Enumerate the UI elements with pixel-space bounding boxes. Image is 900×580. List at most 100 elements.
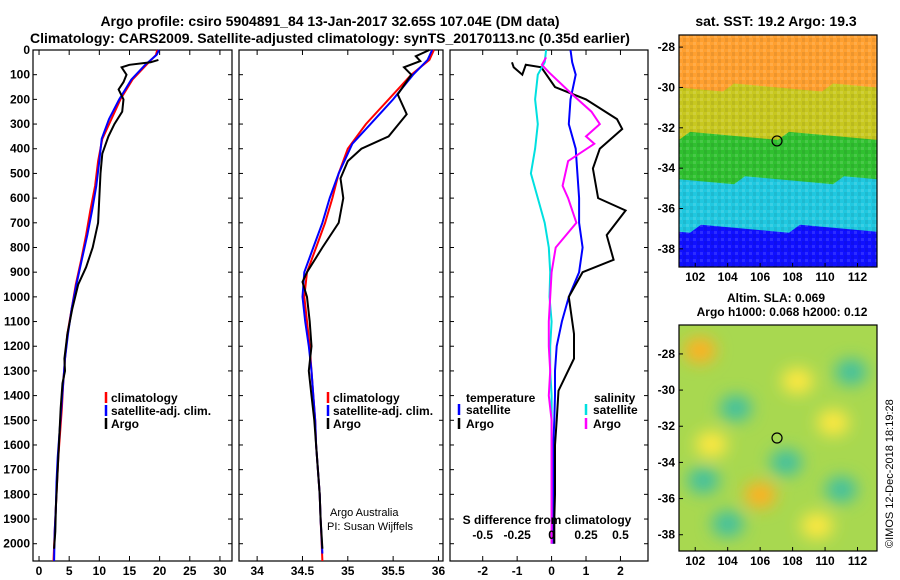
temperature-ytick-label: 200 [10, 92, 30, 106]
sla-blob [687, 467, 720, 494]
difference-legend-label: Argo [466, 417, 494, 431]
sla-map-argo-marker [771, 432, 783, 444]
sst-map-ytick-label: -34 [658, 161, 676, 175]
temperature-ytick-label: 700 [10, 216, 30, 230]
sst-map-xtick-label: 104 [718, 270, 738, 284]
sst-map-ytick-label: -30 [658, 80, 676, 94]
sla-map-xtick-label: 112 [848, 554, 868, 568]
difference-legend-header-salinity: salinity [594, 391, 636, 405]
salinity-profile-panel: 3434.53535.536salinityclimatologysatelli… [238, 49, 445, 580]
sla-map-ytick-label: -38 [658, 528, 676, 542]
sst-map-title: sat. SST: 19.2 Argo: 19.3 [695, 13, 857, 29]
temperature-profile-panel: 0 5 10 15 20 25 300100200300400500600700800900… [3, 43, 233, 580]
sla-map-ytick-label: -32 [658, 419, 676, 433]
sst-field [679, 35, 877, 267]
temperature-xtick-label: 15 [123, 564, 137, 578]
salinity-xtick-label: 34.5 [291, 564, 315, 578]
difference-profile-panel: -2-1012T difference from climatologytemp… [449, 49, 649, 580]
difference-xtick-label: -1 [512, 564, 523, 578]
sla-blob [711, 510, 744, 537]
temperature-series-argo [53, 58, 159, 549]
difference-series-t-satellite [552, 49, 584, 544]
temperature-ytick-label: 2000 [3, 537, 30, 551]
sla-map-panel: 102 104 106 108 110 112 -28 -30 -32 -34 -36 -38 [658, 324, 878, 568]
temperature-ytick-label: 1000 [3, 290, 30, 304]
temperature-legend-label: Argo [111, 417, 139, 431]
difference-series-s-argo [540, 56, 602, 544]
temperature-ytick-label: 1400 [3, 389, 30, 403]
sla-blob [825, 476, 858, 503]
figure-title-line2: Climatology: CARS2009. Satellite-adjuste… [30, 30, 630, 46]
sla-map-ytick-label: -28 [658, 347, 676, 361]
temperature-ytick-label: 400 [10, 142, 30, 156]
salinity-xtick-label: 35.5 [381, 564, 405, 578]
temperature-ytick-label: 500 [10, 166, 30, 180]
sla-map-ytick-label: -36 [658, 492, 676, 506]
sla-blob [835, 359, 868, 386]
sla-map-xtick-label: 102 [685, 554, 705, 568]
temperature-ytick-label: 0 [23, 43, 30, 57]
difference-secondary-xtick-label: -0.5 [472, 528, 493, 542]
temperature-ytick-label: 600 [10, 191, 30, 205]
salinity-series-argo [301, 49, 430, 549]
temperature-legend-label: climatology [111, 391, 178, 405]
temperature-ytick-label: 100 [10, 68, 30, 82]
sla-map-frame [678, 324, 878, 552]
sla-blob [781, 368, 814, 395]
temperature-legend-label: satellite-adj. clim. [111, 404, 211, 418]
difference-xtick-label: 0 [548, 564, 555, 578]
temperature-xtick-label: 10 [93, 564, 107, 578]
sst-map-xtick-label: 110 [815, 270, 835, 284]
difference-legend-label: satellite [593, 403, 638, 417]
temperature-ytick-label: 1100 [4, 315, 30, 329]
salinity-legend-label: satellite-adj. clim. [333, 404, 433, 418]
sla-blob [744, 481, 777, 508]
sst-map-ytick-label: -28 [658, 40, 676, 54]
temperature-ytick-label: 1900 [3, 512, 30, 526]
temperature-ytick-label: 1800 [3, 487, 30, 501]
temperature-xtick-label: 25 [183, 564, 197, 578]
salinity-legend-label: Argo [333, 417, 361, 431]
temperature-ytick-label: 1500 [3, 413, 30, 427]
temperature-xtick-label: 20 [153, 564, 167, 578]
sla-map-ytick-label: -34 [658, 455, 676, 469]
difference-secondary-xtick-label: 0.5 [612, 528, 629, 542]
difference-secondary-xtick-label: -0.25 [503, 528, 531, 542]
sla-map-xtick-label: 110 [815, 554, 835, 568]
temperature-ytick-label: 900 [10, 265, 30, 279]
sst-map-ytick-label: -32 [658, 121, 676, 135]
difference-secondary-xtick-label: 0.25 [574, 528, 598, 542]
salinity-xtick-label: 34 [250, 564, 264, 578]
sst-map-panel: 102 104 106 108 110 112 -28 -30 -32 -34 -36 -38 [658, 34, 878, 284]
sla-blob [800, 512, 833, 539]
sla-map-xtick-label: 104 [718, 554, 738, 568]
temperature-plot-frame [32, 49, 233, 562]
temperature-ytick-label: 300 [10, 117, 30, 131]
sst-map-xtick-label: 106 [750, 270, 770, 284]
difference-xtick-label: 1 [583, 564, 590, 578]
sla-blob [695, 431, 728, 458]
sla-map-xtick-label: 106 [750, 554, 770, 568]
temperature-ytick-label: 800 [10, 240, 30, 254]
sla-blobs [684, 337, 868, 539]
figure-title-line1: Argo profile: csiro 5904891_84 13-Jan-20… [100, 13, 559, 29]
difference-legend-label: Argo [593, 417, 621, 431]
salinity-plot-frame [238, 49, 444, 562]
sla-blob [719, 395, 752, 422]
sla-blob [770, 449, 803, 476]
temperature-ytick-label: 1600 [3, 438, 30, 452]
sla-map-subtitle: Argo h1000: 0.068 h2000: 0.12 [697, 305, 868, 319]
temperature-xtick-label: 5 [66, 564, 73, 578]
imos-footer: ©IMOS 12-Dec-2018 18:19:28 [884, 399, 896, 548]
sla-field [679, 325, 877, 551]
sst-map-xtick-label: 108 [783, 270, 803, 284]
sla-map-ytick-label: -30 [658, 383, 676, 397]
temperature-xtick-label: 30 [213, 564, 227, 578]
difference-secondary-xtick-label: 0 [548, 528, 555, 542]
sst-texture [679, 35, 877, 267]
sla-blob [817, 409, 850, 436]
sst-map-xtick-label: 102 [685, 270, 705, 284]
salinity-xtick-label: 35 [341, 564, 355, 578]
difference-xtick-label: 2 [617, 564, 624, 578]
